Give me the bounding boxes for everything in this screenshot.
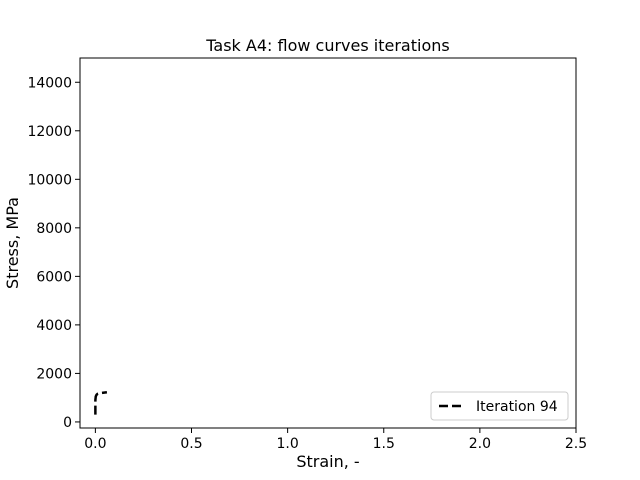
y-tick-label: 10000 — [27, 172, 72, 188]
legend: Iteration 94 — [430, 391, 569, 421]
y-axis: 0 2000 4000 6000 8000 10000 12000 14000 — [27, 75, 80, 431]
chart-title: Task A4: flow curves iterations — [205, 36, 449, 55]
x-tick-label: 2.0 — [469, 436, 491, 452]
y-tick-label: 6000 — [36, 269, 72, 285]
y-tick-label: 14000 — [27, 75, 72, 91]
series-layer — [94, 390, 108, 415]
x-tick-label: 1.0 — [276, 436, 298, 452]
y-tick-label: 2000 — [36, 366, 72, 382]
x-axis: 0.0 0.5 1.0 1.5 2.0 2.5 — [84, 428, 587, 452]
y-tick-label: 8000 — [36, 221, 72, 237]
y-tick-label: 12000 — [27, 124, 72, 140]
legend-box — [430, 391, 569, 421]
x-tick-label: 0.5 — [180, 436, 202, 452]
legend-label: Iteration 94 — [476, 399, 558, 415]
y-tick-label: 4000 — [36, 318, 72, 334]
x-tick-label: 2.5 — [565, 436, 587, 452]
x-axis-title: Strain, - — [296, 452, 359, 471]
plot-frame — [79, 57, 577, 429]
series-line — [94, 390, 108, 415]
x-tick-label: 1.5 — [373, 436, 395, 452]
x-tick-label: 0.0 — [84, 436, 106, 452]
y-tick-label: 0 — [63, 415, 72, 431]
y-axis-title: Stress, MPa — [3, 197, 22, 289]
